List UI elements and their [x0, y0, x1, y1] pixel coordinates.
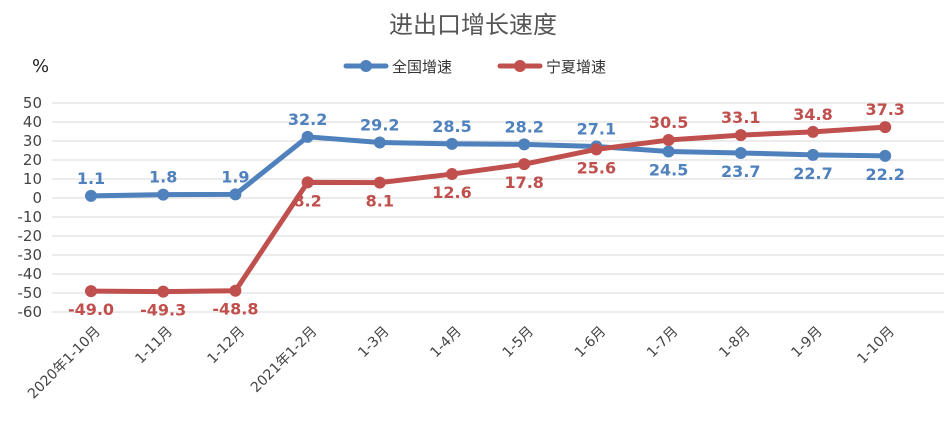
data-label: 1.8 — [149, 168, 177, 187]
data-labels: 1.1 1.8 1.9 32.2 29.2 28.5 28.2 27.1 24.5 23.7 22.… — [68, 100, 905, 320]
data-point — [807, 148, 819, 161]
series-layer — [85, 121, 892, 298]
data-point — [229, 188, 242, 201]
data-label: 1.9 — [221, 167, 249, 186]
x-tick-label: 2020年1-10月 — [25, 324, 104, 403]
data-point — [157, 285, 170, 298]
x-tick-label: 1-5月 — [500, 324, 537, 361]
y-tick-label: 20 — [23, 151, 42, 169]
data-label: 28.5 — [432, 117, 471, 136]
x-tick-label: 1-3月 — [355, 324, 392, 361]
x-tick-label: 1-11月 — [132, 324, 176, 368]
data-point — [301, 176, 314, 189]
y-tick-label: 50 — [23, 94, 42, 112]
data-label: 8.1 — [366, 192, 394, 211]
data-point — [662, 134, 675, 147]
y-tick-label: 10 — [23, 170, 42, 188]
data-label: 33.1 — [721, 108, 760, 127]
x-tick-label: 1-12月 — [205, 324, 249, 368]
y-tick-label: -20 — [18, 227, 43, 245]
data-label: -49.3 — [140, 301, 186, 320]
legend-swatch-marker — [514, 60, 526, 72]
y-axis-unit: % — [32, 56, 49, 77]
data-point — [446, 168, 458, 181]
x-tick-label: 1-8月 — [716, 324, 753, 361]
data-label: 22.2 — [865, 165, 904, 184]
data-point — [879, 149, 892, 162]
x-tick-label: 1-10月 — [854, 324, 898, 368]
data-label: 37.3 — [865, 100, 904, 119]
data-label: 29.2 — [360, 116, 399, 135]
data-label: -48.8 — [212, 300, 258, 319]
data-label: 25.6 — [577, 158, 616, 177]
legend-label: 全国增速 — [392, 58, 452, 76]
data-label: 34.8 — [793, 105, 832, 124]
data-label: 12.6 — [432, 183, 471, 202]
data-label: 17.8 — [504, 173, 543, 192]
series-line — [88, 134, 888, 199]
data-point — [518, 158, 531, 171]
data-point — [85, 189, 97, 202]
y-tick-label: 30 — [23, 132, 42, 150]
data-label: 1.1 — [77, 169, 105, 188]
legend-swatch-marker — [360, 60, 372, 72]
legend-label: 宁夏增速 — [546, 58, 606, 76]
data-label: 8.2 — [293, 191, 321, 210]
data-point — [662, 145, 675, 158]
data-point — [373, 176, 386, 189]
data-label: 27.1 — [577, 120, 616, 139]
data-point — [301, 130, 314, 143]
data-point — [734, 146, 747, 159]
x-tick-label: 2021年1-2月 — [248, 324, 320, 396]
x-tick-label: 1-4月 — [427, 324, 464, 361]
data-label: 23.7 — [721, 162, 760, 181]
data-label: 28.2 — [504, 117, 543, 136]
y-tick-label: -60 — [18, 303, 43, 321]
y-tick-label: 0 — [32, 189, 42, 207]
data-point — [734, 129, 747, 142]
gridlines — [52, 102, 944, 313]
data-point — [590, 143, 603, 156]
data-point — [373, 136, 386, 149]
data-label: 22.7 — [793, 164, 832, 183]
data-label: 30.5 — [649, 113, 688, 132]
data-point — [85, 285, 97, 298]
data-label: 24.5 — [649, 160, 688, 179]
y-tick-label: -40 — [18, 265, 43, 283]
x-tick-label: 1-7月 — [644, 324, 681, 361]
x-tick-label: 1-9月 — [788, 324, 825, 361]
data-point — [879, 121, 892, 134]
data-point — [807, 125, 819, 138]
data-point — [229, 284, 242, 297]
legend: 全国增速 宁夏增速 — [343, 58, 606, 76]
y-tick-label: 40 — [23, 113, 42, 131]
data-point — [446, 137, 458, 150]
x-axis-ticks: 2020年1-10月 1-11月 1-12月 2021年1-2月 1-3月 1-4月 1-5… — [25, 324, 898, 403]
series-line — [88, 124, 888, 295]
y-tick-label: -10 — [18, 208, 43, 226]
data-point — [157, 188, 170, 201]
chart-title: 进出口增长速度 — [389, 11, 557, 39]
data-label: -49.0 — [68, 300, 114, 319]
x-tick-label: 1-6月 — [572, 324, 609, 361]
data-point — [518, 138, 531, 151]
y-tick-label: -50 — [18, 284, 43, 302]
y-tick-label: -30 — [18, 246, 43, 264]
data-label: 32.2 — [288, 110, 327, 129]
